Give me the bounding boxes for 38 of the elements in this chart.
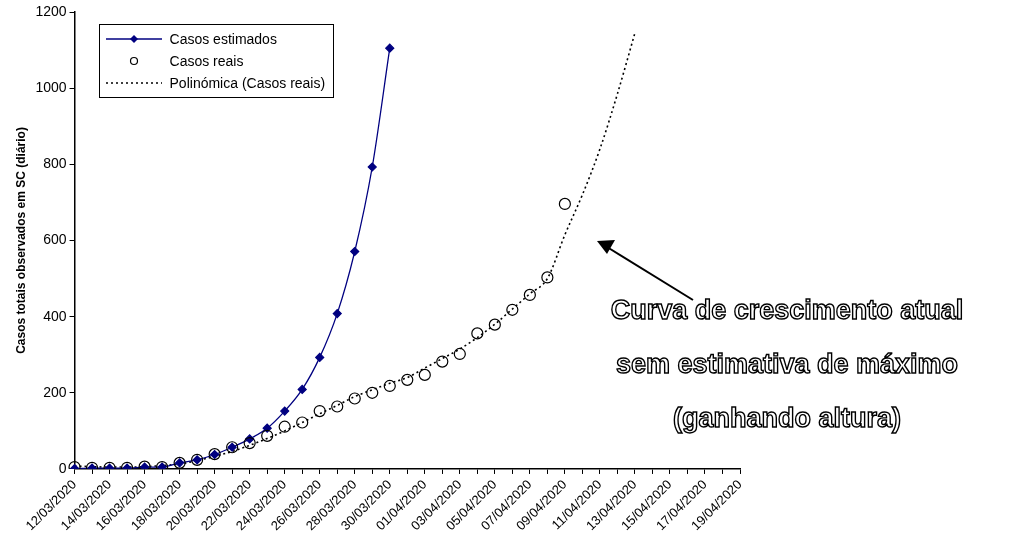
point [278, 420, 291, 433]
point [315, 352, 325, 362]
point [297, 384, 307, 394]
point [331, 400, 344, 413]
point [261, 429, 274, 442]
point [296, 416, 309, 429]
y-tick-label: 200 [43, 383, 67, 400]
point [401, 373, 414, 386]
point [471, 327, 484, 340]
y-tick-label: 1000 [35, 79, 67, 96]
point [367, 162, 377, 172]
point [383, 379, 396, 393]
y-tick-label: 1200 [35, 2, 67, 19]
point [453, 347, 466, 361]
y-axis-title: Casos totais observados em SC (diário) [13, 127, 28, 354]
point [558, 197, 571, 211]
y-tick-label: 800 [43, 155, 67, 172]
legend-label: Polinómica (Casos reais) [169, 75, 326, 91]
point [243, 436, 256, 450]
legend-label: Casos estimados [169, 31, 277, 47]
y-tick-label: 0 [58, 459, 67, 476]
annotation: Curva de crescimento atual sem estimativa de máximo (ganhando altura) [609, 294, 965, 436]
point [385, 43, 395, 53]
point [523, 288, 536, 302]
point [541, 271, 554, 284]
point [436, 355, 449, 368]
point [280, 406, 290, 416]
legend-label: Casos reais [169, 53, 244, 69]
y-tick-label: 600 [43, 231, 67, 248]
point [313, 404, 326, 418]
point [348, 392, 361, 405]
point [350, 246, 360, 257]
point [418, 368, 431, 381]
point [506, 303, 519, 316]
point [488, 318, 501, 331]
point [366, 386, 379, 399]
point [332, 309, 342, 319]
y-tick-label: 400 [43, 307, 67, 324]
